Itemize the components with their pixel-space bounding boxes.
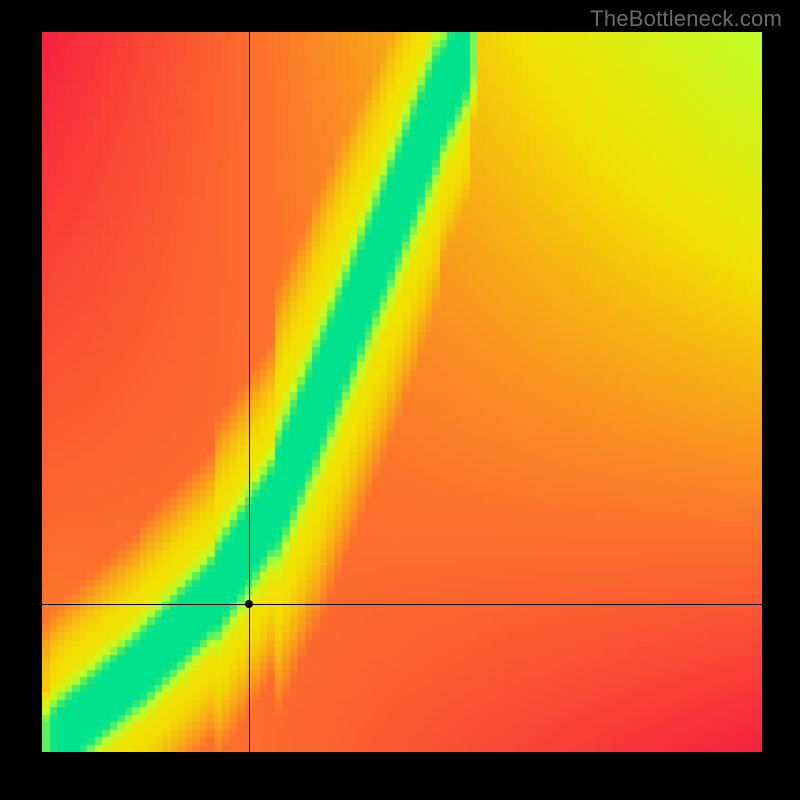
watermark-text: TheBottleneck.com xyxy=(590,6,782,32)
bottleneck-heatmap xyxy=(42,32,762,752)
chart-frame: TheBottleneck.com xyxy=(0,0,800,800)
